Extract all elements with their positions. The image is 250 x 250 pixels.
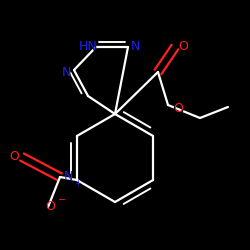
Text: N: N: [130, 40, 140, 54]
Text: O: O: [177, 40, 189, 54]
Text: O: O: [172, 102, 184, 116]
Text: O: O: [8, 150, 20, 164]
Text: N: N: [61, 66, 71, 80]
Text: N: N: [130, 40, 140, 54]
Text: N: N: [60, 66, 72, 80]
Text: HN: HN: [78, 40, 98, 54]
Text: O: O: [178, 40, 188, 54]
Text: +: +: [74, 180, 82, 188]
Text: O: O: [45, 200, 55, 213]
Text: HN: HN: [77, 40, 99, 54]
Text: O: O: [9, 150, 19, 164]
Text: N: N: [63, 170, 73, 183]
Text: −: −: [58, 195, 66, 205]
Text: O: O: [173, 102, 183, 116]
